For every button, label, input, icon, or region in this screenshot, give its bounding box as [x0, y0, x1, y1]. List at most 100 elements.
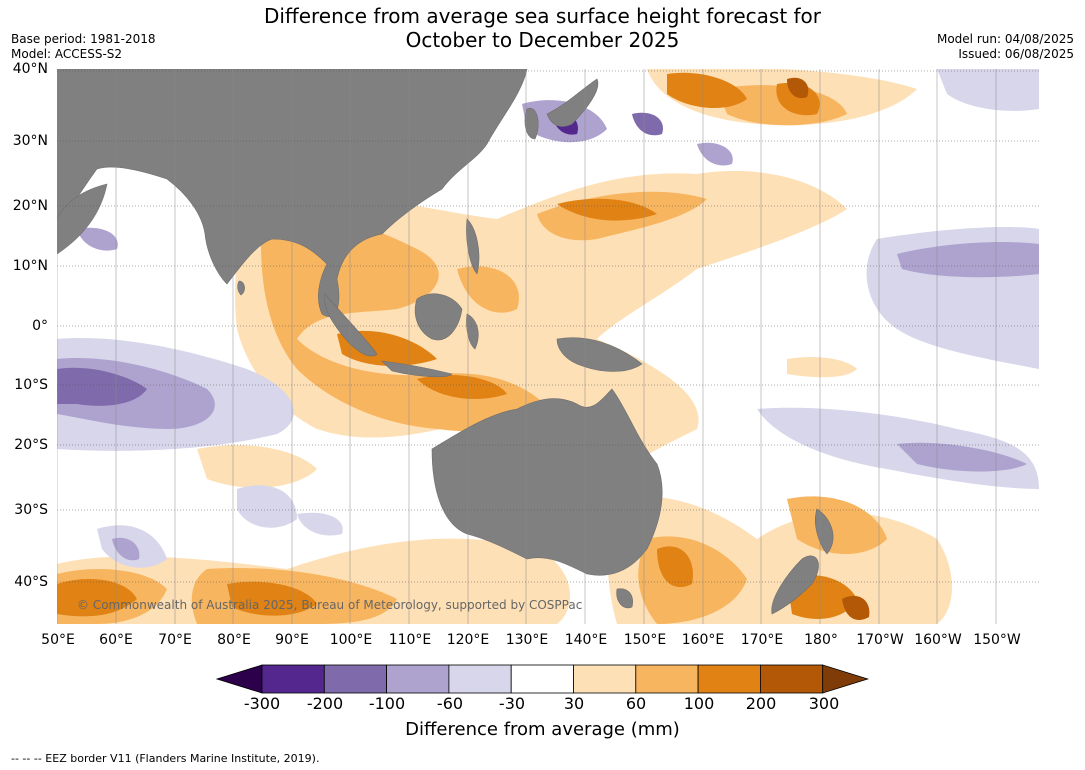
colorbar-segment — [448, 664, 512, 694]
colorbar — [215, 664, 870, 694]
colorbar-segment — [573, 664, 637, 694]
positive-anomaly-zone — [197, 445, 317, 488]
colorbar-segment — [261, 664, 325, 694]
colorbar-under-arrow — [215, 664, 263, 694]
lat-label: 10°S — [14, 377, 48, 393]
negative-anomaly-zone — [57, 367, 147, 406]
colorbar-segment — [635, 664, 699, 694]
tasmania-landmass — [616, 588, 633, 609]
lon-label: 180° — [804, 632, 838, 648]
lat-label: 20°N — [12, 198, 48, 214]
philippines-landmass — [466, 218, 480, 275]
lat-label: 40°N — [12, 61, 48, 77]
lat-label: 10°N — [12, 258, 48, 274]
negative-anomaly-zone — [897, 242, 1039, 278]
arabia-landmass — [57, 183, 108, 255]
lon-label: 100°E — [329, 632, 373, 648]
strong-positive-zone — [657, 546, 693, 588]
lon-label: 140°E — [564, 632, 608, 648]
issued-date: Issued: 06/08/2025 — [958, 47, 1074, 61]
extreme-positive-zone — [842, 595, 870, 620]
negative-anomaly-zone — [632, 112, 663, 136]
copyright-notice: © Commonwealth of Australia 2025, Bureau… — [77, 598, 583, 612]
strong-positive-zone — [417, 374, 507, 399]
negative-anomaly-zone — [937, 69, 1039, 111]
colorbar-tick-label: 60 — [625, 694, 647, 713]
borneo-landmass — [414, 293, 463, 341]
negative-anomaly-zone — [112, 537, 140, 561]
new-zealand-south-landmass — [771, 555, 819, 615]
map-svg — [57, 69, 1039, 624]
colorbar-tick-label: -200 — [306, 694, 344, 713]
colorbar-title: Difference from average (mm) — [405, 719, 680, 740]
lat-label: 0° — [32, 318, 48, 334]
base-period: Base period: 1981-2018 — [11, 32, 156, 46]
sulawesi-landmass — [466, 313, 479, 350]
lon-label: 160°E — [681, 632, 725, 648]
model-run: Model run: 04/08/2025 — [936, 32, 1074, 46]
colorbar-tick-label: -60 — [436, 694, 464, 713]
australia-landmass — [431, 388, 663, 576]
meta-left: Base period: 1981-2018 Model: ACCESS-S2 — [11, 32, 156, 62]
lat-label: 30°S — [14, 502, 48, 518]
strong-positive-zone — [227, 581, 317, 616]
lon-label: 90°E — [275, 632, 309, 648]
lon-label: 70°E — [158, 632, 192, 648]
map-panel — [57, 69, 1039, 624]
negative-anomaly-zone — [697, 142, 733, 166]
colorbar-svg — [215, 664, 870, 694]
lon-label: 150°E — [623, 632, 667, 648]
meta-right: Model run: 04/08/2025 Issued: 06/08/2025 — [937, 32, 1074, 62]
lon-label: 120°E — [446, 632, 490, 648]
negative-anomaly-zone — [757, 407, 1039, 489]
negative-anomaly-zone — [237, 485, 297, 528]
lon-label: 170°W — [856, 632, 904, 648]
colorbar-tick-label: 300 — [808, 694, 840, 713]
lon-label: 110°E — [388, 632, 432, 648]
title-line-2: October to December 2025 — [405, 28, 680, 52]
lon-label: 130°E — [505, 632, 549, 648]
colorbar-tick-label: 100 — [683, 694, 715, 713]
colorbar-tick-label: 30 — [563, 694, 585, 713]
colorbar-tick-label: -30 — [498, 694, 526, 713]
strong-positive-zone — [57, 579, 137, 617]
footer-note: -- -- -- EEZ border V11 (Flanders Marine… — [11, 752, 320, 765]
lon-label: 170°E — [740, 632, 784, 648]
colorbar-tick-label: -300 — [243, 694, 281, 713]
lat-label: 20°S — [14, 437, 48, 453]
lat-label: 40°S — [14, 574, 48, 590]
sri-lanka-landmass — [237, 280, 245, 296]
sumatra-landmass — [324, 293, 378, 357]
colorbar-segment — [386, 664, 450, 694]
colorbar-segment — [697, 664, 761, 694]
korea-landmass — [524, 107, 539, 140]
model-name: Model: ACCESS-S2 — [11, 47, 123, 61]
graticule — [57, 69, 1039, 624]
colorbar-tick-label: 200 — [745, 694, 777, 713]
title-line-1: Difference from average sea surface heig… — [263, 4, 822, 28]
colorbar-segment — [510, 664, 574, 694]
new-guinea-landmass — [556, 337, 643, 372]
colorbar-segment — [323, 664, 388, 694]
extreme-positive-zone — [787, 77, 809, 99]
positive-anomaly-zone — [457, 266, 519, 313]
positive-anomaly-zone — [787, 496, 887, 554]
colorbar-tick-label: -100 — [368, 694, 406, 713]
strong-positive-zone — [557, 198, 657, 221]
lon-label: 80°E — [217, 632, 251, 648]
strong-positive-zone — [776, 83, 820, 116]
negative-anomaly-zone — [897, 442, 1027, 472]
lon-label: 160°W — [914, 632, 962, 648]
java-landmass — [381, 360, 453, 378]
lon-label: 60°E — [99, 632, 133, 648]
lat-label: 30°N — [12, 133, 48, 149]
colorbar-over-arrow — [822, 664, 870, 694]
chart-title: Difference from average sea surface heig… — [0, 4, 1085, 52]
colorbar-segment — [760, 664, 824, 694]
lon-label: 50°E — [41, 632, 75, 648]
negative-anomaly-zone — [297, 512, 343, 536]
lon-label: 150°W — [973, 632, 1021, 648]
negative-anomaly-zone — [77, 227, 118, 251]
positive-anomaly-zone — [787, 357, 857, 378]
strong-positive-zone — [667, 72, 747, 109]
